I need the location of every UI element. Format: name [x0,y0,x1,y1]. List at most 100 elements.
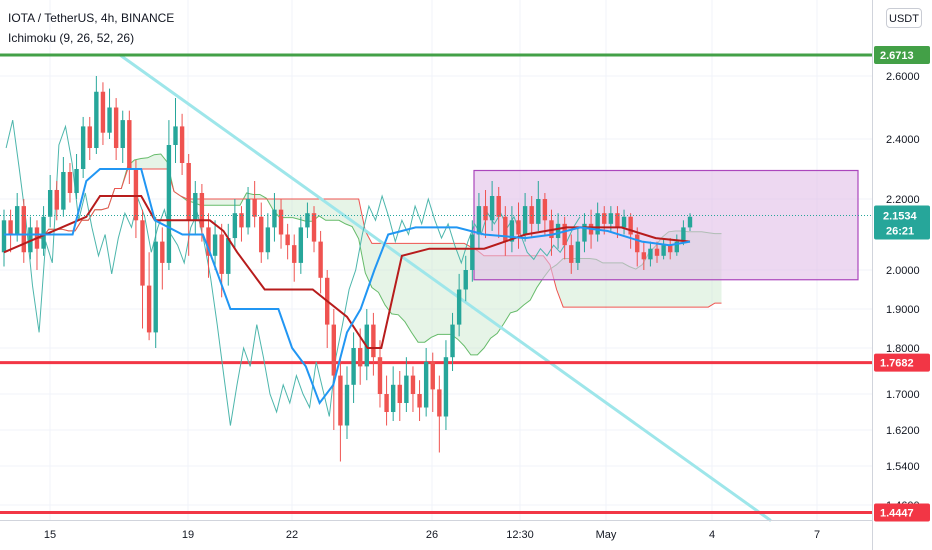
candle-body [28,227,33,253]
candle-body [153,241,158,333]
candle-body [140,220,145,286]
candle-body [674,241,680,253]
line-price-badge-label-1: 2.6713 [880,50,914,62]
candle-body [621,216,627,228]
line-price-badge-2 [874,353,930,372]
candle-body [166,145,172,263]
price-tick-label: 1.5400 [886,461,920,473]
candle-body [371,324,376,358]
candle-body [536,199,541,224]
candle-body [219,234,224,274]
candle-body [668,245,673,253]
candle-body [305,213,310,228]
candle-body [390,384,396,412]
time-axis[interactable]: 15 19 22 26 12:30 May 4 7 [0,520,872,542]
candle-body [641,252,647,260]
candle-body [595,213,600,235]
candle-body [338,375,343,426]
line-price-badge-3 [874,503,930,522]
candle-body [384,394,389,412]
candle-body [476,206,482,235]
candle-body [687,216,693,228]
chikou-span [5,119,581,426]
candle-body [463,270,468,290]
candle-body [127,120,132,169]
time-tick-label: 26 [426,529,438,541]
price-tick-label: 1.9000 [886,304,920,316]
price-tick-label: 2.4000 [886,134,920,146]
candle-body [318,241,323,278]
currency-button[interactable]: USDT [886,8,922,28]
candle-body [272,209,277,228]
candle-body [245,199,251,228]
candle-body [569,245,574,263]
candle-body [417,394,422,408]
candle-body [285,234,290,246]
candle-body [41,216,46,249]
price-tick-label: 2.6000 [886,71,920,83]
candle-body [437,389,442,417]
candle-body [292,245,297,263]
candle-body [113,107,119,148]
time-tick-label: 19 [182,529,194,541]
candle-body [351,348,356,385]
price-tick-label: 2.0000 [886,265,920,277]
candle-body [206,227,211,256]
candle-body [582,223,587,242]
time-tick-label: 7 [814,529,820,541]
price-badges: 2.6713 1.7682 1.4447 2.1534 26:21 [874,46,930,522]
candle-body [212,234,218,256]
time-tick-label: 22 [286,529,298,541]
candle-body [503,216,508,242]
candle-body [628,216,633,235]
candle-body [331,324,337,376]
candle-body [160,241,165,263]
candle-body [311,213,317,242]
candle-body [8,220,13,235]
candle-body [562,223,567,246]
candle-body [1,220,7,253]
price-axis[interactable]: 2.6000 2.4000 2.2000 2.0000 1.9000 1.8000 1.70… [872,0,920,550]
candle-body [226,238,231,274]
kijun-line [3,195,691,349]
candle-body [47,190,53,217]
line-price-badge-label-3: 1.4447 [880,507,914,519]
candle-body [199,193,205,228]
candle-body [120,120,125,148]
leading-span-b [35,168,722,308]
candle-body [635,234,640,253]
candle-body [87,126,92,148]
symbol-title: IOTA / TetherUS, 4h, BINANCE [8,11,175,25]
price-tick-label: 1.8000 [886,343,920,355]
candle-body [608,213,614,224]
candle-body [516,220,521,235]
candle-body [298,227,304,263]
candle-body [344,384,350,426]
candle-body [602,213,607,224]
candle-body [67,172,73,193]
candle-body [54,190,59,210]
time-tick-label: 12:30 [506,529,534,541]
candle-body [443,357,449,417]
candle-body [259,216,264,253]
ichimoku-lines [0,168,872,406]
candle-body [470,234,475,270]
candle-body [648,248,653,260]
indicator-legend[interactable]: Ichimoku (9, 26, 52, 26) [8,31,135,45]
candle-body [522,206,528,235]
candle-body [193,193,198,221]
candle-body [133,169,139,221]
last-price-badge [874,205,930,240]
candle-body [74,169,79,193]
horizontal-lines[interactable] [0,53,872,514]
candle-body [265,227,271,253]
candle-body [21,206,26,253]
time-tick-label: May [596,529,617,541]
candle-body [377,357,383,394]
tenkan-line [4,168,691,406]
trend-line[interactable] [118,53,772,522]
candle-body [615,213,620,228]
candle-body [456,289,462,325]
candle-body [555,223,561,239]
